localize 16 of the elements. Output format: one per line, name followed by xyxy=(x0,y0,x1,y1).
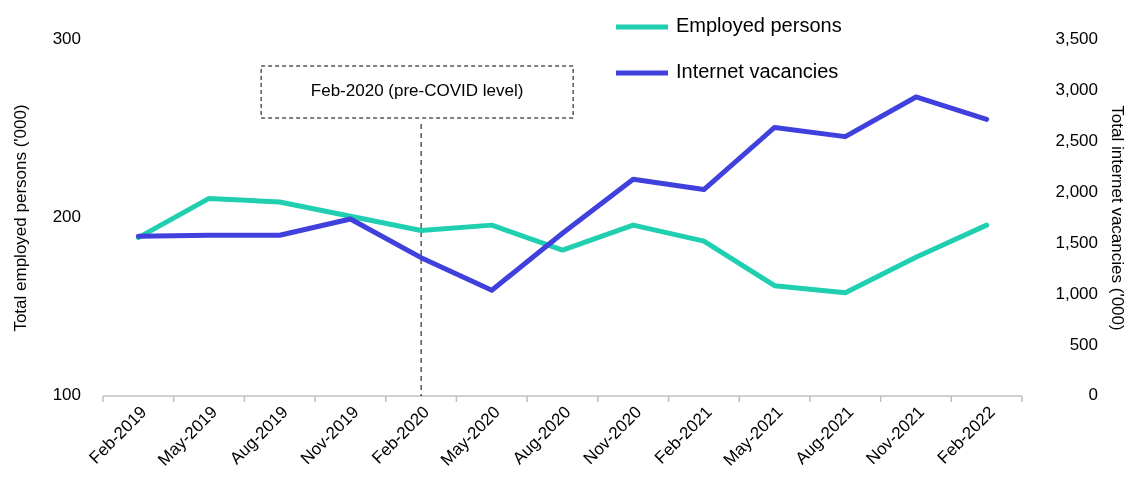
y2-tick-label: 2,000 xyxy=(1055,182,1098,202)
y2-tick-label: 3,500 xyxy=(1055,29,1098,49)
y2-axis-title: Total internet vacancies ('000) xyxy=(1108,105,1127,331)
y-tick-label: 300 xyxy=(52,29,81,49)
y2-tick-label: 2,500 xyxy=(1055,131,1098,151)
y2-tick-label: 1,500 xyxy=(1055,232,1098,252)
y2-tick-label: 1,000 xyxy=(1055,283,1098,303)
y2-tick-label: 3,000 xyxy=(1055,80,1098,100)
y2-tick-label: 500 xyxy=(1069,334,1098,354)
y-tick-label: 200 xyxy=(52,207,81,227)
y2-tick-label: 0 xyxy=(1088,385,1098,405)
y-tick-label: 100 xyxy=(52,385,81,405)
y-axis-title: Total employed persons ('000) xyxy=(11,104,30,332)
legend-label: Internet vacancies xyxy=(676,60,839,83)
legend-label: Employed persons xyxy=(676,14,842,37)
ref-line-label: Feb-2020 (pre-COVID level) xyxy=(310,81,524,101)
